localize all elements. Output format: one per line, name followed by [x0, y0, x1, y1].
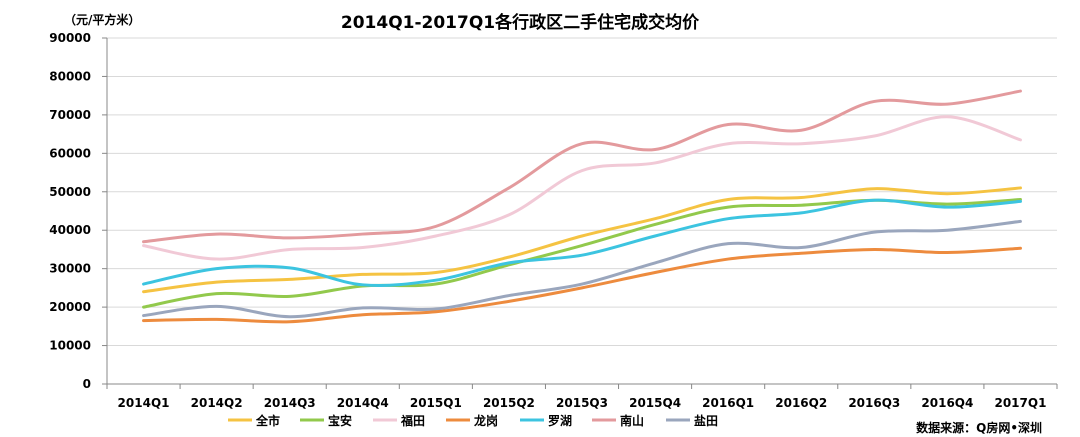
source-note: 数据来源：Q房网•深圳 [916, 420, 1042, 435]
y-tick-label: 0 [83, 377, 91, 391]
legend-label: 福田 [400, 413, 425, 428]
y-tick-label: 40000 [49, 223, 91, 237]
x-tick-label: 2014Q2 [191, 396, 243, 410]
series-line-6 [142, 219, 1022, 319]
x-tick-label: 2015Q1 [410, 396, 462, 410]
legend: 全市 宝安 福田 龙岗 罗湖 南山 盐田 [228, 413, 718, 428]
x-tick-label: 2016Q2 [775, 396, 827, 410]
legend-label: 宝安 [328, 413, 352, 428]
x-tick-label: 2014Q3 [264, 396, 316, 410]
x-tick-label: 2016Q3 [848, 396, 900, 410]
series-line-3 [142, 246, 1022, 324]
unit-label: （元/平方米） [64, 12, 140, 27]
x-tick-label: 2015Q4 [629, 396, 681, 410]
legend-label: 南山 [620, 413, 644, 428]
y-tick-label: 70000 [49, 108, 91, 122]
series-lines [142, 89, 1022, 324]
y-tick-label: 30000 [49, 262, 91, 276]
series-line-4 [142, 198, 1022, 287]
axes [102, 37, 1058, 389]
legend-label: 盐田 [694, 413, 718, 428]
y-tick-label: 10000 [49, 339, 91, 353]
x-tick-label: 2014Q1 [118, 396, 170, 410]
x-tick-label: 2016Q1 [702, 396, 754, 410]
y-tick-label: 90000 [49, 31, 91, 45]
chart-title: 2014Q1-2017Q1各行政区二手住宅成交均价 [341, 12, 700, 33]
legend-label: 全市 [255, 413, 280, 428]
x-tick-label: 2015Q2 [483, 396, 535, 410]
x-tick-label: 2016Q4 [921, 396, 973, 410]
series-line-2 [142, 115, 1022, 261]
x-tick-label: 2014Q4 [337, 396, 389, 410]
legend-label: 龙岗 [474, 413, 498, 428]
x-axis-ticks: 2014Q1 2014Q2 2014Q3 2014Q4 2015Q1 2015Q2 2015… [118, 396, 1047, 410]
legend-label: 罗湖 [548, 413, 572, 428]
y-tick-label: 20000 [49, 300, 91, 314]
x-tick-label: 2017Q1 [994, 396, 1046, 410]
series-line-0 [142, 186, 1022, 294]
y-tick-label: 60000 [49, 146, 91, 160]
y-axis-ticks: 0 10000 20000 30000 40000 50000 60000 70000 8000… [49, 31, 91, 391]
y-tick-label: 50000 [49, 185, 91, 199]
series-line-5 [142, 89, 1022, 244]
x-tick-label: 2015Q3 [556, 396, 608, 410]
gridlines [107, 37, 1057, 347]
series-line-1 [142, 197, 1022, 309]
y-tick-label: 80000 [49, 69, 91, 83]
